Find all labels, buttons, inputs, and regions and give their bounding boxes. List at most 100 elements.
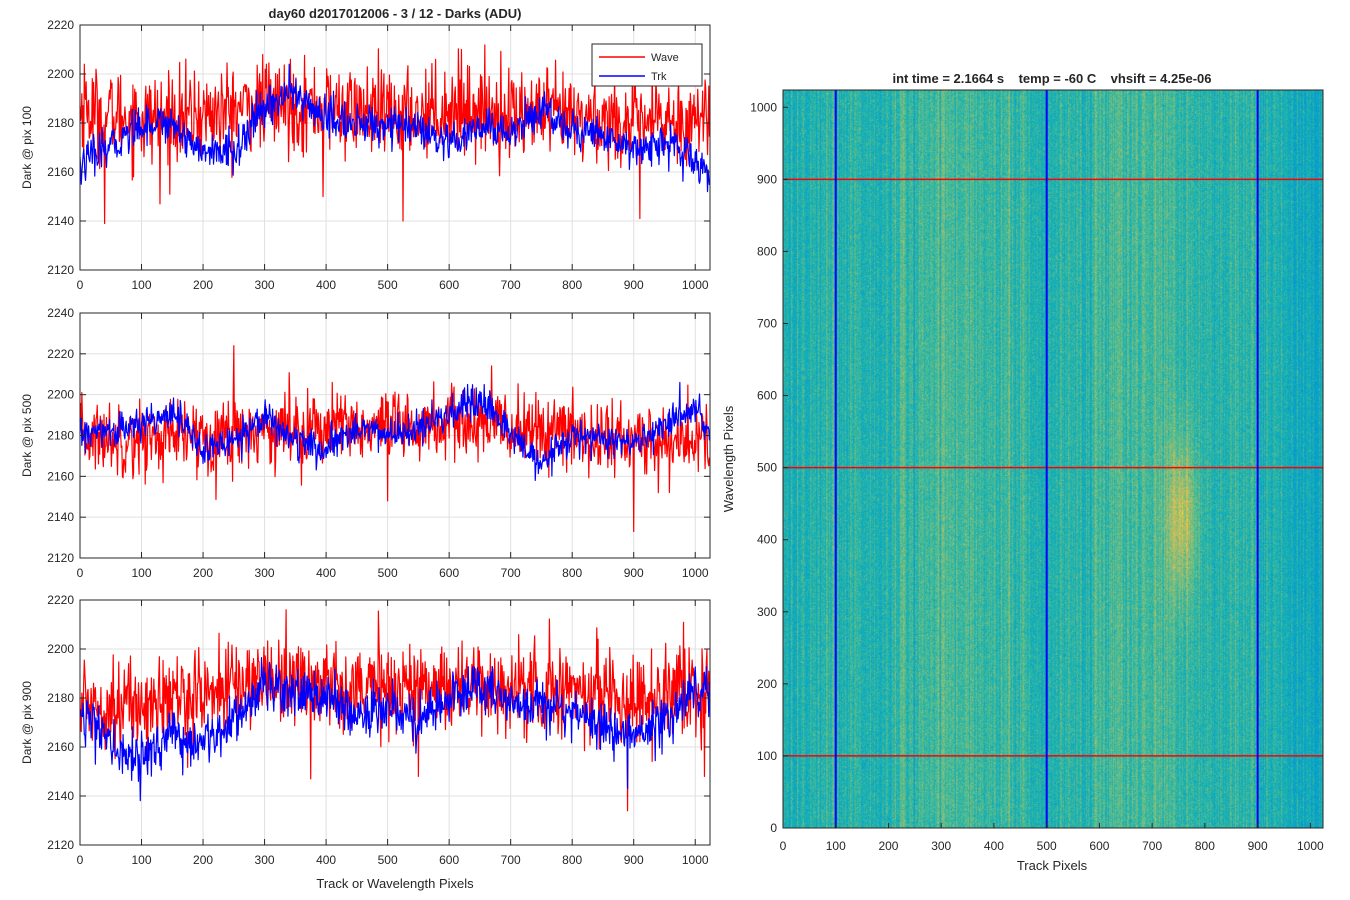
y-tick-label: 2160: [47, 165, 74, 179]
heatmap-title: int time = 2.1664 s temp = -60 C vhsift …: [892, 71, 1211, 86]
heatmap-overlay: 0 100 200 300 400 500 600 700 800 900 1000 0 100 200 3…: [750, 89, 1324, 853]
shared-x-axis-label: Track or Wavelength Pixels: [316, 876, 474, 891]
axes-box: [79, 24, 711, 271]
heatmap-x-tick-label: 900: [1248, 839, 1268, 853]
heatmap-x-tick-label: 700: [1142, 839, 1162, 853]
x-tick-label: 600: [439, 566, 459, 580]
legend-trk-label: Trk: [651, 71, 667, 83]
series-line-trk: [79, 657, 710, 802]
x-tick-label: 500: [378, 278, 398, 292]
heatmap-x-tick-label: 400: [984, 839, 1004, 853]
heatmap-image: [783, 90, 1323, 828]
y-tick-label: 2120: [47, 838, 74, 852]
heatmap-y-tick-label: 0: [770, 821, 777, 835]
legend: Wave Trk: [591, 43, 703, 87]
heatmap-y-tick-label: 300: [757, 605, 777, 619]
x-tick-label: 700: [501, 566, 521, 580]
heatmap-x-tick-label: 0: [780, 839, 787, 853]
x-tick-label: 400: [316, 278, 336, 292]
y-axis-label: Dark @ pix 100: [20, 106, 34, 189]
x-tick-label: 1000: [682, 853, 709, 867]
y-axis-label: Dark @ pix 500: [20, 394, 34, 477]
series-line-trk: [79, 381, 710, 482]
y-tick-label: 2140: [47, 214, 74, 228]
line-panel-pix-900: 0 100 200 300 400 500 600 700 800 900 1000 2120 2140…: [20, 593, 711, 867]
y-tick-label: 2140: [47, 510, 74, 524]
y-tick-label: 2180: [47, 116, 74, 130]
x-tick-label: 0: [77, 566, 84, 580]
heatmap-y-tick-label: 400: [757, 533, 777, 547]
heatmap-image-frame: [783, 90, 1323, 828]
y-tick-label: 2180: [47, 691, 74, 705]
y-tick-label: 2200: [47, 388, 74, 402]
x-tick-label: 200: [193, 278, 213, 292]
x-tick-label: 100: [132, 278, 152, 292]
heatmap-x-tick-label: 500: [1037, 839, 1057, 853]
x-tick-label: 500: [378, 566, 398, 580]
x-tick-label: 300: [255, 278, 275, 292]
y-tick-label: 2220: [47, 347, 74, 361]
axes-box: [79, 599, 711, 846]
x-tick-label: 200: [193, 566, 213, 580]
figure-title: day60 d2017012006 - 3 / 12 - Darks (ADU): [269, 6, 522, 21]
heatmap-y-tick-label: 500: [757, 461, 777, 475]
x-tick-label: 500: [378, 853, 398, 867]
x-tick-label: 0: [77, 853, 84, 867]
y-tick-label: 2200: [47, 642, 74, 656]
heatmap-y-tick-label: 800: [757, 244, 777, 258]
heatmap-axes-box: [782, 89, 1324, 829]
heatmap-x-axis-label: Track Pixels: [1017, 858, 1088, 873]
x-tick-label: 900: [624, 853, 644, 867]
y-axis-label: Dark @ pix 900: [20, 681, 34, 764]
heatmap-x-tick-label: 200: [878, 839, 898, 853]
y-tick-label: 2220: [47, 593, 74, 607]
series-line-wave: [79, 609, 710, 812]
y-tick-label: 2140: [47, 789, 74, 803]
x-tick-label: 1000: [682, 278, 709, 292]
y-tick-label: 2120: [47, 263, 74, 277]
x-tick-label: 800: [562, 278, 582, 292]
y-tick-label: 2220: [47, 18, 74, 32]
x-tick-label: 700: [501, 853, 521, 867]
heatmap-y-tick-label: 100: [757, 749, 777, 763]
y-tick-label: 2240: [47, 306, 74, 320]
series-line-wave: [79, 44, 710, 225]
x-tick-label: 300: [255, 853, 275, 867]
heatmap-panel: int time = 2.1664 s temp = -60 C vhsift …: [721, 71, 1324, 873]
x-tick-label: 100: [132, 566, 152, 580]
heatmap-x-tick-label: 1000: [1297, 839, 1324, 853]
x-tick-label: 600: [439, 278, 459, 292]
x-tick-label: 0: [77, 278, 84, 292]
y-tick-label: 2160: [47, 469, 74, 483]
heatmap-x-tick-label: 800: [1195, 839, 1215, 853]
x-tick-label: 300: [255, 566, 275, 580]
heatmap-y-tick-label: 900: [757, 172, 777, 186]
heatmap-y-tick-label: 1000: [750, 100, 777, 114]
x-tick-label: 100: [132, 853, 152, 867]
x-tick-label: 400: [316, 853, 336, 867]
heatmap-y-axis-label: Wavelength Pixels: [721, 405, 736, 512]
heatmap-y-tick-label: 700: [757, 317, 777, 331]
x-tick-label: 900: [624, 566, 644, 580]
legend-box: [591, 43, 703, 87]
y-tick-label: 2160: [47, 740, 74, 754]
heatmap-x-tick-label: 600: [1089, 839, 1109, 853]
heatmap-y-tick-label: 600: [757, 389, 777, 403]
x-tick-label: 200: [193, 853, 213, 867]
series-line-trk: [79, 63, 710, 193]
x-tick-label: 400: [316, 566, 336, 580]
x-tick-label: 800: [562, 853, 582, 867]
heatmap-x-tick-label: 300: [931, 839, 951, 853]
y-tick-label: 2120: [47, 551, 74, 565]
x-tick-label: 600: [439, 853, 459, 867]
y-tick-label: 2180: [47, 429, 74, 443]
x-tick-label: 700: [501, 278, 521, 292]
y-tick-label: 2200: [47, 67, 74, 81]
x-tick-label: 900: [624, 278, 644, 292]
x-tick-label: 1000: [682, 566, 709, 580]
legend-wave-label: Wave: [651, 52, 679, 64]
heatmap-x-tick-label: 100: [826, 839, 846, 853]
line-panel-pix-500: 0 100 200 300 400 500 600 700 800 900 1000 2120 2140…: [20, 306, 711, 580]
heatmap-y-tick-label: 200: [757, 677, 777, 691]
x-tick-label: 800: [562, 566, 582, 580]
